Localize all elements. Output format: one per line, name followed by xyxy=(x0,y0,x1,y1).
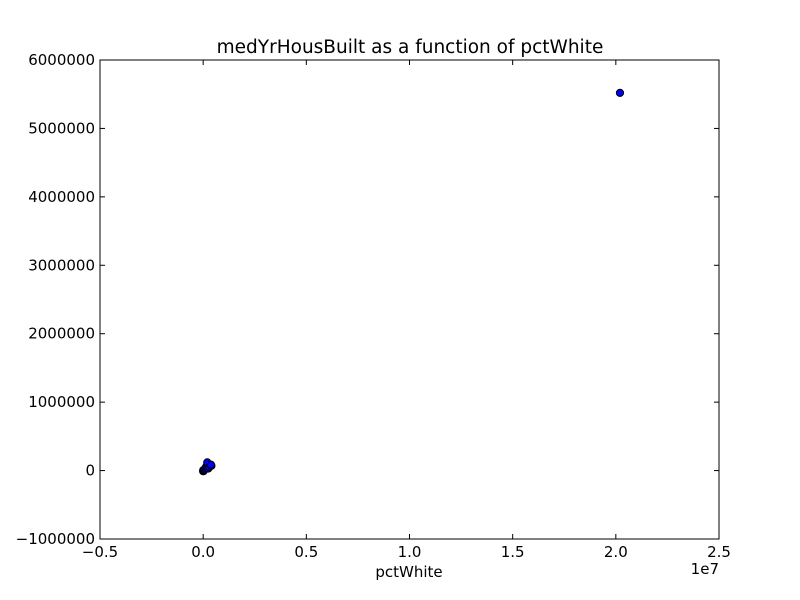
data-point xyxy=(206,460,216,469)
x-tick-label: 2.0 xyxy=(604,543,628,561)
x-tick-label: 0.5 xyxy=(294,543,318,561)
x-axis-offset-label: 1e7 xyxy=(691,560,719,578)
y-tick-label: 4000000 xyxy=(28,188,95,206)
x-axis-label: pctWhite xyxy=(375,563,442,581)
chart-title: medYrHousBuilt as a function of pctWhite xyxy=(217,37,604,58)
y-tick-label: −1000000 xyxy=(16,530,95,548)
y-tick-label: 0 xyxy=(85,462,95,480)
x-tick-label: −0.5 xyxy=(82,543,118,561)
data-point xyxy=(615,88,625,97)
x-tick-label: 2.5 xyxy=(707,543,731,561)
x-tick-label: 1.5 xyxy=(501,543,525,561)
x-tick-label: 1.0 xyxy=(398,543,422,561)
x-axis: −0.5 0.0 0.5 1.0 1.5 2.0 2.5 xyxy=(82,60,731,561)
y-tick-label: 2000000 xyxy=(28,325,95,343)
y-tick-label: 1000000 xyxy=(28,393,95,411)
plot-area xyxy=(99,59,720,540)
y-tick-label: 6000000 xyxy=(28,51,95,69)
y-axis: −1000000 0 1000000 2000000 3000000 4000000 500… xyxy=(16,51,719,548)
x-tick-label: 0.0 xyxy=(191,543,215,561)
y-tick-label: 3000000 xyxy=(28,256,95,274)
y-tick-label: 5000000 xyxy=(28,119,95,137)
data-points xyxy=(199,88,625,476)
